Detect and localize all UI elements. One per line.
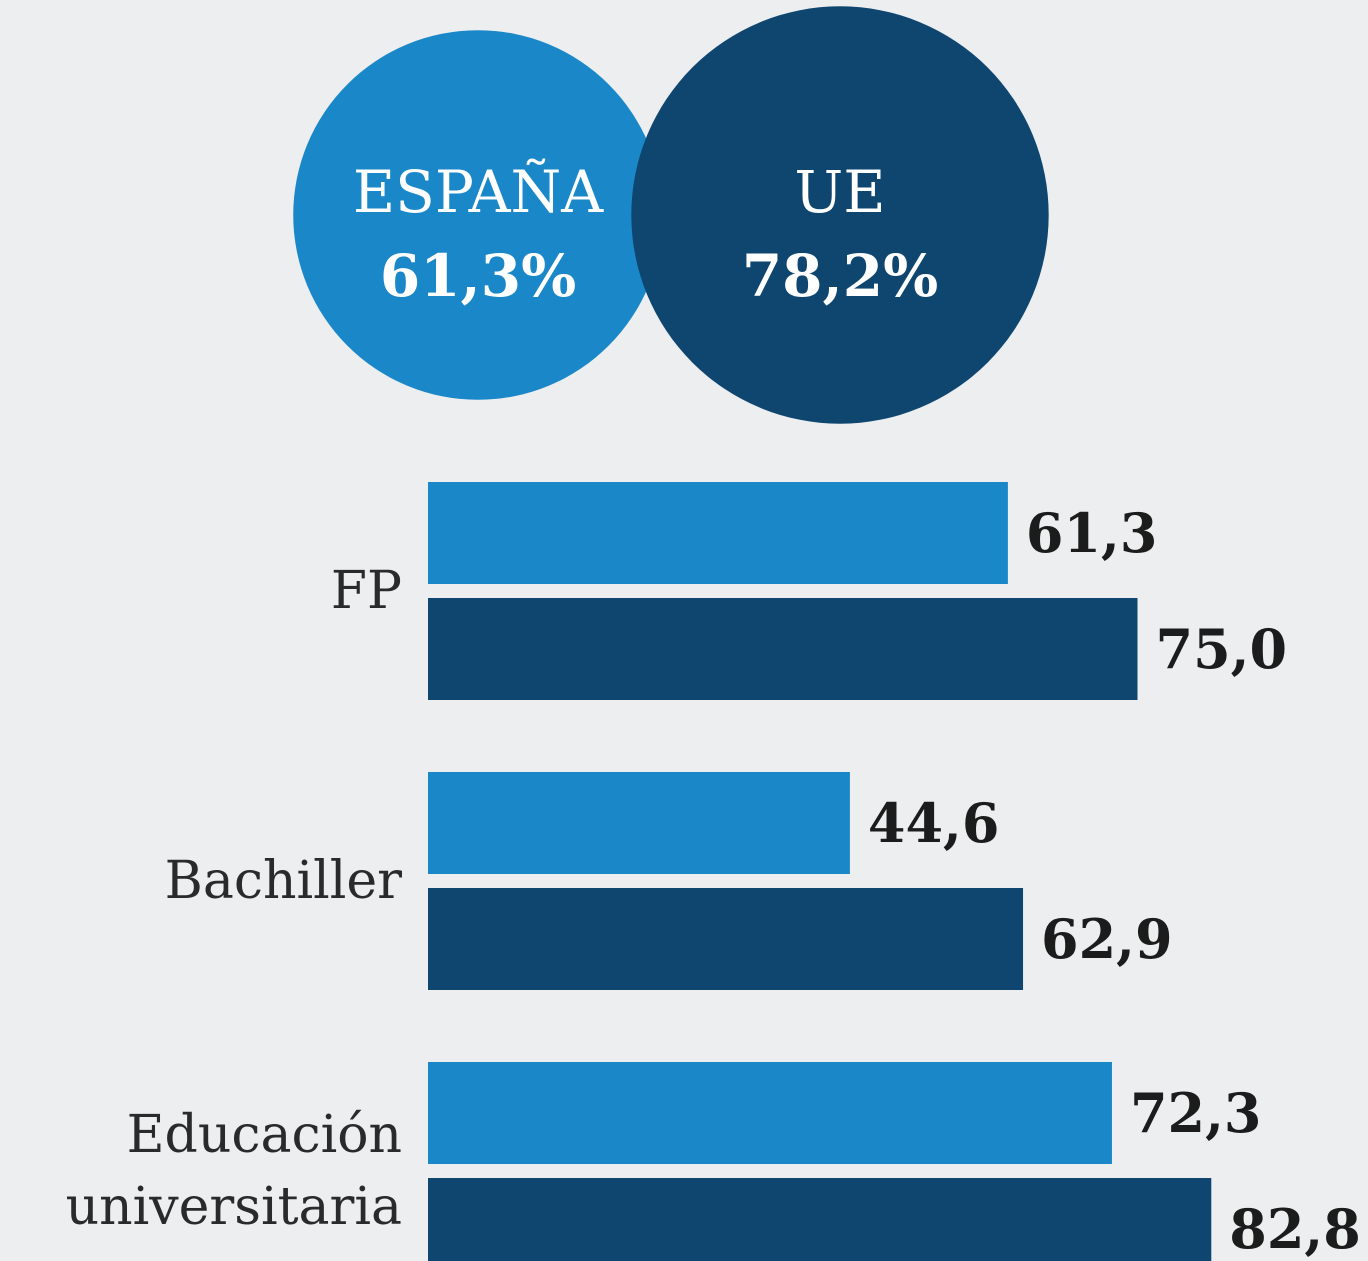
legend-label: ESPAÑA bbox=[353, 158, 604, 226]
bar bbox=[428, 482, 1008, 584]
total-label: 78,2% bbox=[742, 242, 938, 310]
value-label: 75,0 bbox=[1156, 617, 1288, 681]
total-circle bbox=[631, 6, 1049, 424]
bar bbox=[428, 1178, 1212, 1261]
category-label: Educación universitaria bbox=[65, 1105, 402, 1237]
category-label: Bachiller bbox=[164, 851, 402, 911]
total-label: 61,3% bbox=[380, 242, 576, 310]
total-circle bbox=[293, 30, 663, 400]
category-label: FP bbox=[330, 561, 402, 621]
bar bbox=[428, 1062, 1112, 1164]
value-label: 72,3 bbox=[1130, 1081, 1262, 1145]
bar bbox=[428, 598, 1138, 700]
bar bbox=[428, 888, 1024, 990]
value-label: 61,3 bbox=[1026, 501, 1158, 565]
legend-label: UE bbox=[794, 158, 885, 226]
value-label: 82,8 bbox=[1229, 1197, 1361, 1261]
bar bbox=[428, 772, 850, 874]
value-label: 44,6 bbox=[868, 791, 1000, 855]
value-label: 62,9 bbox=[1041, 907, 1173, 971]
